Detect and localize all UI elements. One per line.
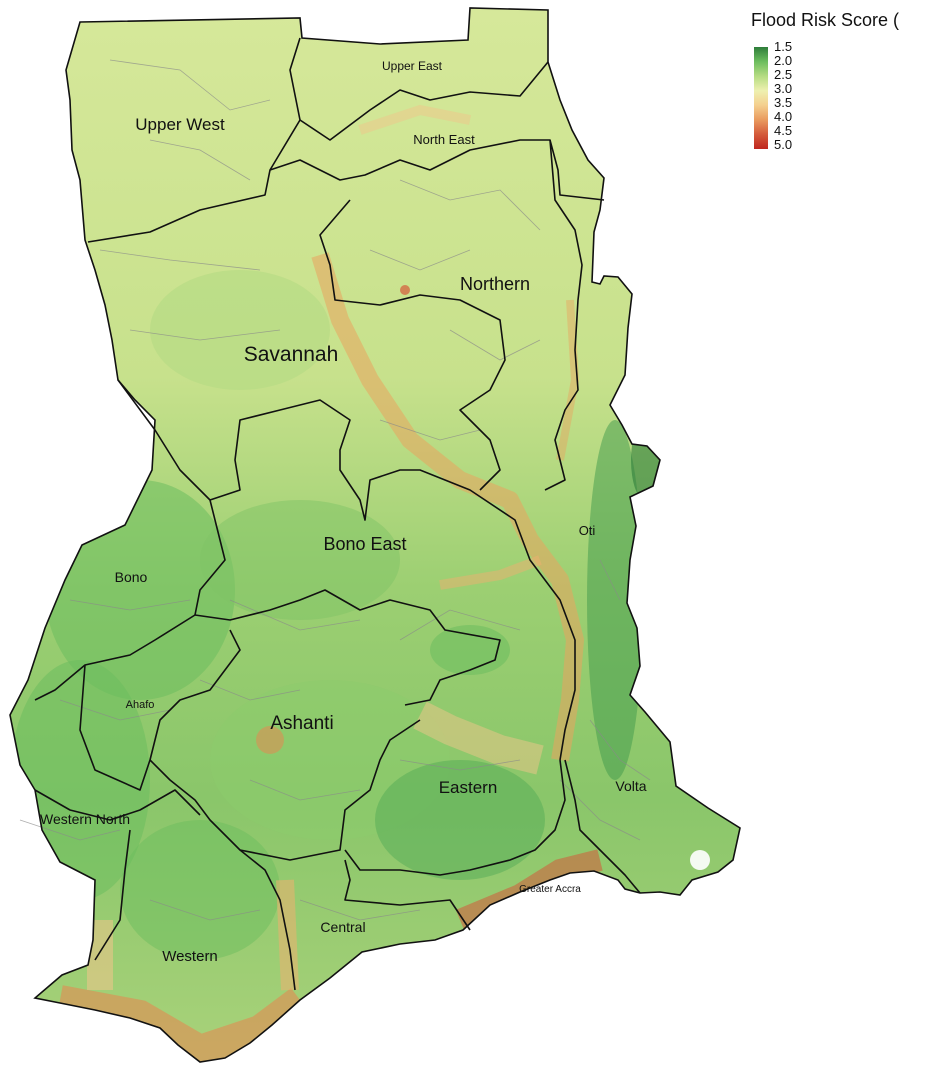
label-savannah: Savannah: [244, 343, 339, 366]
legend: Flood Risk Score ( 1.5 2.0 2.5 3.0 3.5 4…: [751, 10, 929, 149]
legend-tick: 2.0: [774, 53, 793, 68]
label-bono-east: Bono East: [323, 534, 406, 554]
legend-color-bar: [754, 47, 768, 149]
label-northern: Northern: [460, 274, 530, 294]
legend-tick: 3.0: [774, 81, 793, 96]
label-ahafo: Ahafo: [126, 699, 155, 711]
label-western-north: Western North: [40, 811, 130, 827]
label-greater-accra: Greater Accra: [519, 884, 581, 895]
district-borders: [19, 59, 651, 921]
legend-tick: 1.5: [774, 39, 793, 54]
label-upper-west: Upper West: [135, 115, 225, 134]
legend-tick: 3.5: [774, 95, 793, 110]
label-north-east: North East: [413, 132, 475, 147]
region-labels: Upper East Upper West North East Norther…: [40, 59, 647, 965]
label-eastern: Eastern: [439, 778, 498, 797]
region-borders: [34, 37, 641, 991]
label-volta: Volta: [615, 778, 646, 794]
label-central: Central: [320, 919, 365, 935]
legend-tick: 5.0: [774, 137, 793, 149]
label-oti: Oti: [579, 523, 596, 538]
legend-body: 1.5 2.0 2.5 3.0 3.5 4.0 4.5 5.0: [751, 37, 929, 149]
legend-tick: 2.5: [774, 67, 793, 82]
label-western: Western: [162, 948, 218, 965]
label-bono: Bono: [115, 569, 148, 585]
legend-tick: 4.0: [774, 109, 793, 124]
label-upper-east: Upper East: [382, 59, 443, 73]
legend-tick: 4.5: [774, 123, 793, 138]
label-ashanti: Ashanti: [270, 713, 333, 734]
legend-title: Flood Risk Score (: [751, 10, 900, 30]
